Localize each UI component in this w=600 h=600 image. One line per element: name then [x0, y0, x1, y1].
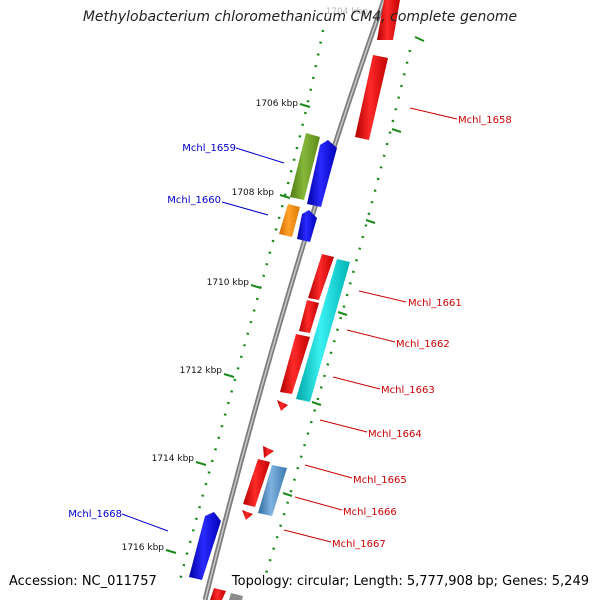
forward-genes [210, 0, 400, 600]
kbp-label-1706: 1706 kbp [256, 99, 299, 109]
gene-arrow-mchl-1659[interactable] [307, 140, 337, 207]
gene-block-steel[interactable] [258, 465, 287, 516]
gene-label-mchl-1660[interactable]: Mchl_1660 [167, 195, 221, 206]
gene-block-mchl-1659[interactable] [290, 133, 320, 200]
gene-arrow-mchl-1658[interactable] [355, 55, 388, 140]
accession-label: Accession: NC_011757 [9, 574, 157, 589]
leader-lines [121, 107, 458, 543]
gene-arrow-mchl-1661[interactable] [308, 254, 334, 300]
gene-arrow-mchl-1668[interactable] [189, 512, 221, 580]
gene-arrow-top[interactable] [377, 0, 400, 40]
kbp-ticks [165, 36, 425, 554]
kbp-label-1712: 1712 kbp [180, 366, 223, 376]
gene-arrow-mchl-1663[interactable] [280, 334, 310, 394]
kbp-label-1710: 1710 kbp [207, 278, 250, 288]
gc-track-inner [262, 49, 412, 581]
gene-label-mchl-1662[interactable]: Mchl_1662 [396, 339, 450, 350]
gene-label-mchl-1661[interactable]: Mchl_1661 [408, 298, 462, 309]
gene-label-mchl-1663[interactable]: Mchl_1663 [381, 385, 435, 396]
topology-summary: Topology: circular; Length: 5,777,908 bp… [231, 574, 589, 589]
gene-label-mchl-1667[interactable]: Mchl_1667 [332, 539, 386, 550]
genome-title: Methylobacterium chloromethanicum CM4, c… [82, 9, 518, 25]
reverse-genes [189, 133, 337, 580]
gene-arrow-mchl-1660[interactable] [297, 210, 317, 242]
gene-arrow-mchl-1666[interactable] [243, 459, 270, 507]
kbp-label-1708: 1708 kbp [232, 188, 275, 198]
gene-label-mchl-1664[interactable]: Mchl_1664 [368, 429, 422, 440]
gene-block-mchl-1660[interactable] [279, 204, 300, 237]
gene-arrow-mchl-1664[interactable] [277, 400, 288, 411]
gene-label-mchl-1665[interactable]: Mchl_1665 [353, 475, 407, 486]
genome-backbone-highlight [204, 0, 385, 600]
kbp-label-1704: 1704 kbp [326, 7, 369, 17]
gene-block-cyan[interactable] [296, 259, 350, 402]
gene-arrow-bottom-red[interactable] [210, 588, 226, 600]
gene-arrow-mchl-1667[interactable] [242, 510, 253, 520]
gene-label-mchl-1659[interactable]: Mchl_1659 [182, 143, 236, 154]
gene-label-mchl-1658[interactable]: Mchl_1658 [458, 115, 512, 126]
kbp-label-1716: 1716 kbp [122, 543, 165, 553]
gene-label-mchl-1668[interactable]: Mchl_1668 [68, 509, 122, 520]
gene-arrow-mchl-1665[interactable] [263, 446, 274, 458]
kbp-label-1714: 1714 kbp [152, 454, 195, 464]
gene-block-gray-bottom[interactable] [229, 593, 243, 600]
gene-label-mchl-1666[interactable]: Mchl_1666 [343, 507, 397, 518]
gene-arrow-mchl-1662[interactable] [299, 300, 319, 333]
